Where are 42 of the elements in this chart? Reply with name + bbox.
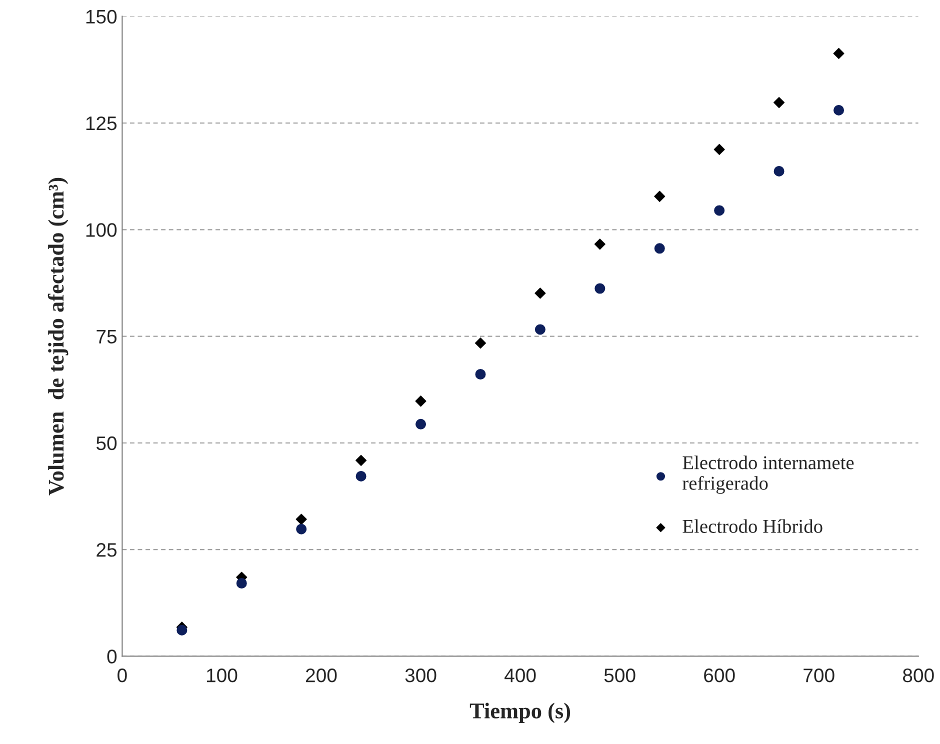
point <box>774 166 784 176</box>
y-tick-label: 25 <box>96 543 117 557</box>
point <box>236 578 247 589</box>
point <box>654 243 665 254</box>
y-tick-label: 150 <box>86 10 117 24</box>
point <box>356 470 366 482</box>
x-tick-label: 200 <box>306 668 337 682</box>
point <box>296 524 307 534</box>
point <box>415 396 426 407</box>
point <box>475 368 486 380</box>
y-axis-title: Volumen de tejido afectado (cm³) <box>48 178 68 496</box>
point <box>774 96 785 108</box>
x-tick-label: 100 <box>206 668 238 682</box>
legend-label: Electrodo internamete refrigerado <box>682 456 854 494</box>
point <box>833 48 844 60</box>
x-tick-label: 800 <box>903 668 934 682</box>
point <box>714 205 725 216</box>
point <box>594 238 606 250</box>
x-tick-label: 700 <box>804 668 834 682</box>
point <box>534 324 546 335</box>
y-tick-label: 125 <box>86 116 117 130</box>
x-tick-label: 500 <box>604 668 636 682</box>
y-tick-label: 75 <box>96 330 117 344</box>
point <box>654 190 666 202</box>
legend-label: Electrodo Híbrido <box>682 519 822 533</box>
point <box>594 283 606 294</box>
x-tick-label: 300 <box>405 668 436 682</box>
point <box>534 288 546 299</box>
point <box>474 338 486 349</box>
x-tick-label: 0 <box>118 668 127 682</box>
point <box>834 104 844 116</box>
point <box>176 624 188 636</box>
point <box>296 514 307 525</box>
y-tick-label: 0 <box>107 650 117 664</box>
y-tick-label: 100 <box>86 223 117 237</box>
point <box>416 418 426 430</box>
x-tick-label: 400 <box>504 668 536 682</box>
x-axis-title: Tiempo (s) <box>470 702 570 723</box>
x-tick-label: 600 <box>704 668 735 682</box>
y-tick-label: 50 <box>96 436 117 450</box>
point <box>714 144 725 155</box>
point <box>356 454 367 466</box>
